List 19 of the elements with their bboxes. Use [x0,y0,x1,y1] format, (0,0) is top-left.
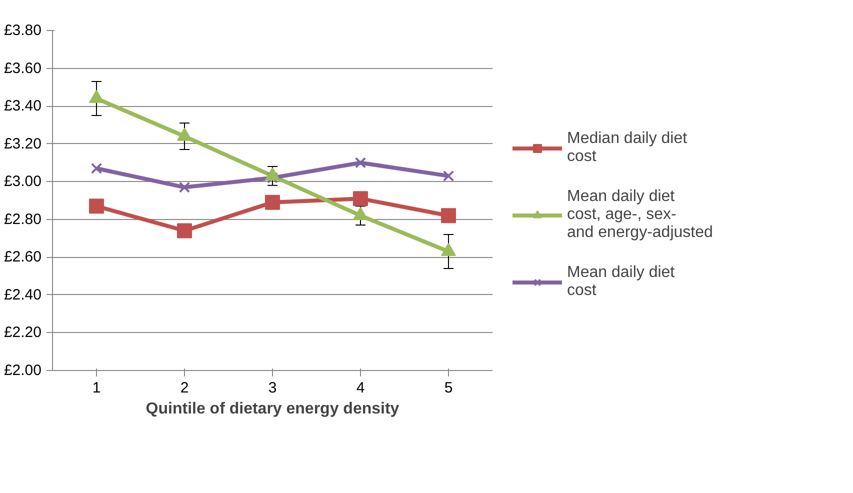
x-tick-label: 1 [92,380,101,396]
y-tick-label: £3.00 [4,173,42,190]
y-tick-label: £2.00 [4,362,42,379]
legend-label: Mean daily diet cost, age-, sex- and energy-adjusted [567,188,713,242]
y-tick-label: £3.20 [4,135,42,152]
legend-label: Mean daily diet cost [567,264,675,300]
x-tick-label: 4 [356,380,365,396]
y-tick-label: £3.60 [4,60,42,77]
x-axis-title: Quintile of dietary energy density [146,400,400,418]
x-tick-label: 3 [268,380,277,396]
y-tick-label: £2.80 [4,210,42,228]
y-tick-label: £2.40 [4,286,42,304]
legend-label: Median daily diet cost [567,130,688,166]
x-tick-label: 2 [180,380,189,396]
y-tick-label: £2.20 [4,324,42,342]
x-tick-label: 5 [444,380,453,396]
y-tick-label: £3.80 [4,22,42,39]
y-tick-label: £2.60 [4,248,42,266]
y-tick-label: £3.40 [4,98,42,115]
